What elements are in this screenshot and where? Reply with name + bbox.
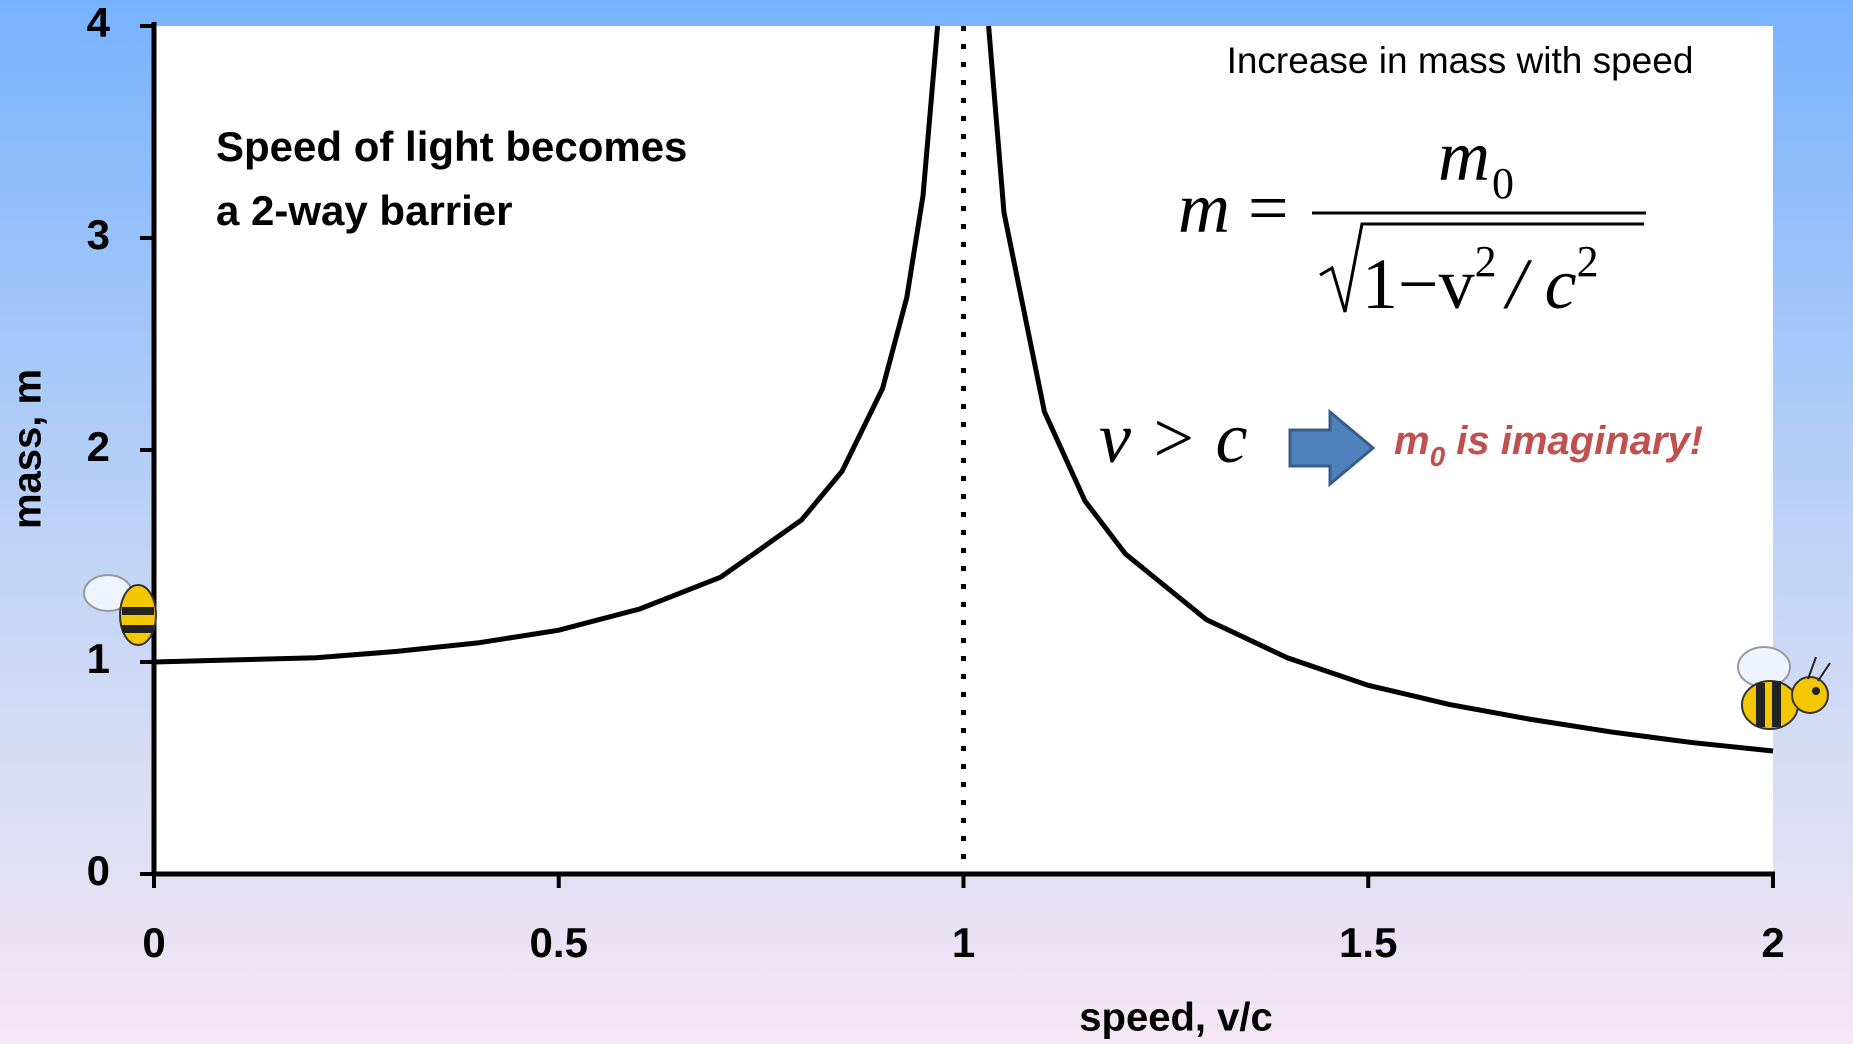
formula-den: 1−v2/ c2 [1362,237,1599,324]
y-tick-label: 3 [87,211,110,258]
x-tick-label: 1.5 [1339,919,1397,966]
formula-num: m [1438,116,1490,196]
formula-den-sup: 2 [1475,237,1497,286]
chart-title: Increase in mass with speed [1227,40,1694,81]
annotation: a 2-way barrier [216,187,513,234]
bee [83,574,157,646]
formula-lhs: m [1178,168,1230,248]
formula-num-sub: 0 [1492,159,1514,208]
y-axis-label: mass, m [6,369,50,529]
x-tick-label: 1 [952,919,975,966]
result-base: m [1394,419,1430,463]
plot: 0 1 2 3 4 0 0.5 1 1.5 2 [87,0,1785,966]
x-tick-label: 0 [142,919,165,966]
formula-den-sup: 2 [1577,237,1599,286]
annotation: Speed of light becomes [216,123,687,170]
x-tick-label: 0.5 [530,919,588,966]
x-axis-label: speed, v/c [1079,996,1272,1040]
bee [1737,646,1831,730]
y-tick-label: 2 [87,423,110,470]
result: m0 is imaginary! [1394,419,1703,472]
formula-eq: = [1248,168,1289,248]
result-sub: 0 [1430,441,1446,472]
y-tick-label: 0 [87,847,110,894]
line [153,25,1774,754]
arrow [1288,408,1376,488]
sqrt-sign [1319,222,1644,313]
condition: v > c [1099,398,1248,478]
formula-den-a: 1−v [1362,244,1475,324]
y-tick-label: 1 [87,635,110,682]
formula-den-mid: / c [1503,244,1577,324]
x-tick-label: 2 [1761,919,1784,966]
result-rest: is imaginary! [1445,419,1703,463]
y-tick-label: 4 [87,0,111,46]
